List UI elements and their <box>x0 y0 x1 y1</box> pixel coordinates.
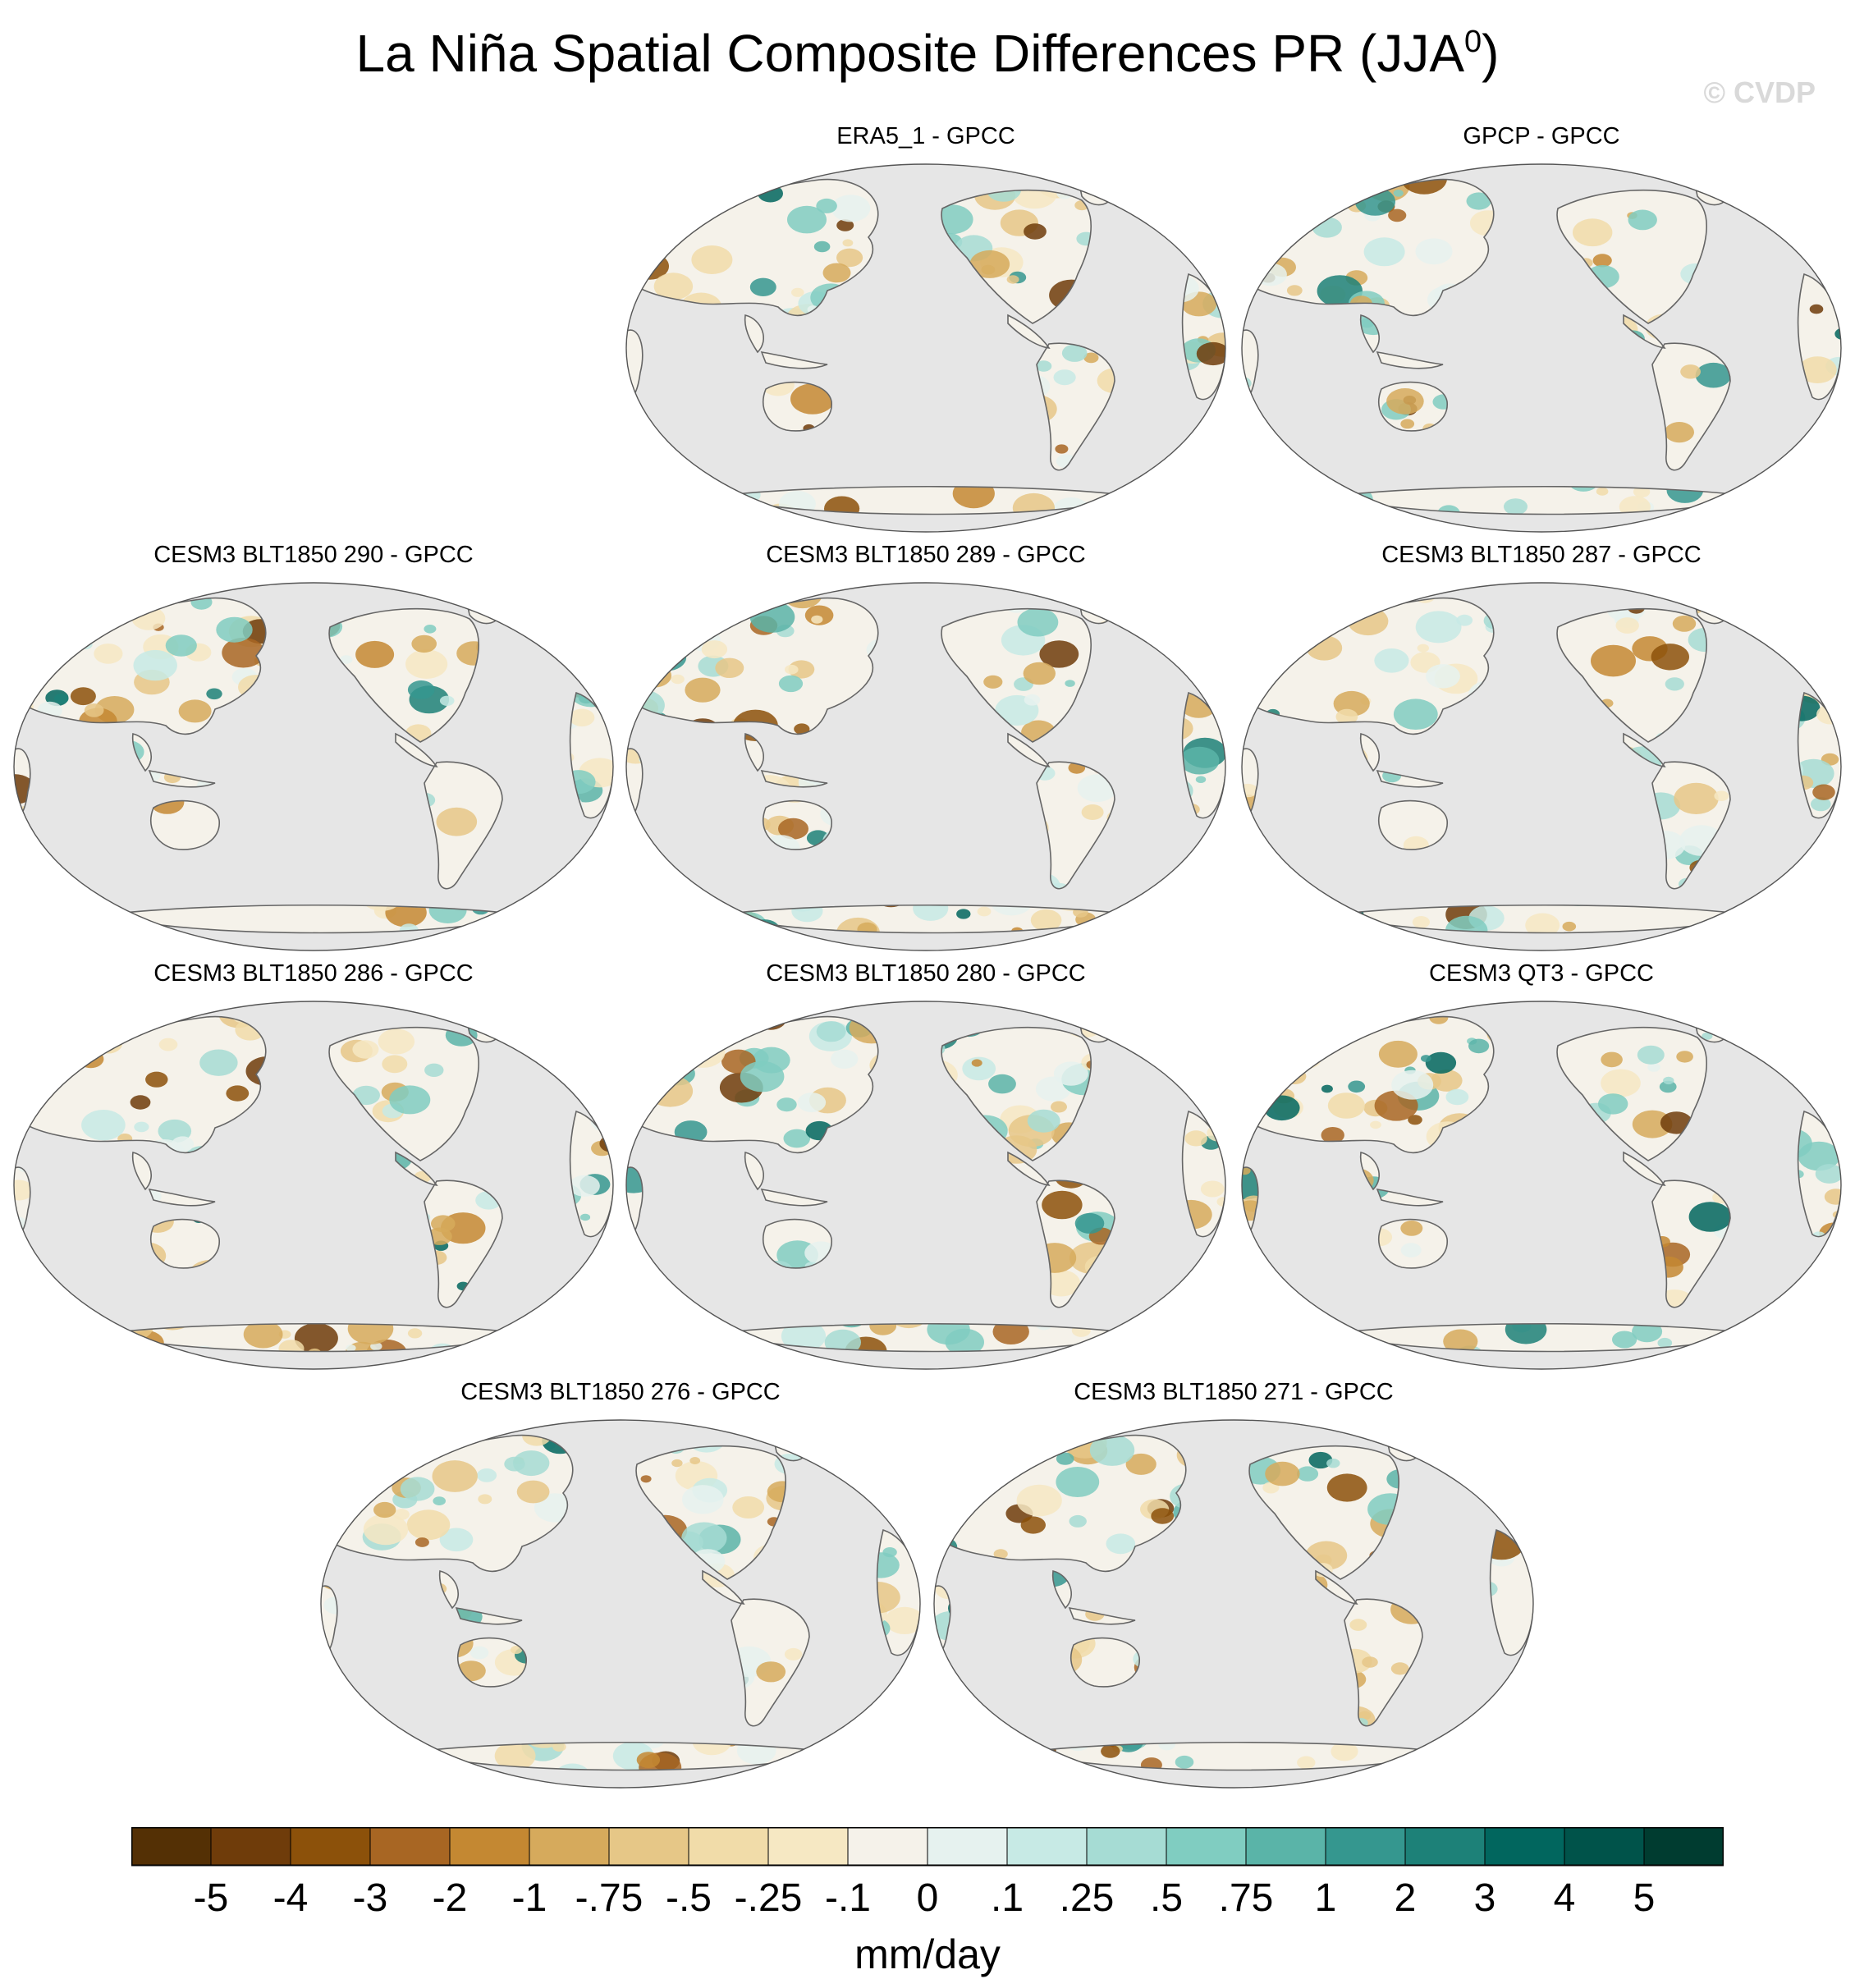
colorbar-tick-label: -.75 <box>575 1876 644 1920</box>
colorbar-tick-label: -.25 <box>735 1876 803 1920</box>
map-panel: CESM3 QT3 - GPCC <box>1238 960 1845 1379</box>
colorbar-tick-label: 1 <box>1315 1876 1337 1920</box>
colorbar-swatch <box>1166 1827 1247 1866</box>
colorbar-tick-label: 2 <box>1395 1876 1417 1920</box>
world-map <box>1241 582 1842 951</box>
world-map <box>1241 1001 1842 1370</box>
map-panel: CESM3 BLT1850 286 - GPCC <box>10 960 617 1379</box>
world-map <box>13 1001 614 1370</box>
colorbar-tick-label: .1 <box>991 1876 1024 1920</box>
panel-title: CESM3 BLT1850 289 - GPCC <box>766 542 1086 568</box>
panel-title: CESM3 QT3 - GPCC <box>1429 960 1654 987</box>
panel-title: GPCP - GPCC <box>1463 123 1620 149</box>
colorbar-swatch <box>1643 1827 1724 1866</box>
colorbar-swatch <box>688 1827 769 1866</box>
colorbar-tick-label: -4 <box>273 1876 309 1920</box>
colorbar-units: mm/day <box>854 1931 1001 1977</box>
panel-title: ERA5_1 - GPCC <box>836 123 1015 149</box>
panel-title: CESM3 BLT1850 287 - GPCC <box>1381 542 1702 568</box>
map-panel: CESM3 BLT1850 276 - GPCC <box>317 1379 924 1798</box>
map-panel: GPCP - GPCC <box>1238 123 1845 542</box>
colorbar-tick-label: 0 <box>917 1876 939 1920</box>
colorbar-swatch <box>1325 1827 1406 1866</box>
world-map <box>13 582 614 951</box>
colorbar-tick-label: -1 <box>512 1876 547 1920</box>
world-map <box>625 1001 1226 1370</box>
colorbar-tick-label: .75 <box>1219 1876 1274 1920</box>
colorbar-swatch <box>369 1827 451 1866</box>
map-panel: CESM3 BLT1850 280 - GPCC <box>622 960 1230 1379</box>
panel-title: CESM3 BLT1850 290 - GPCC <box>153 542 474 568</box>
colorbar-tick-label: 3 <box>1474 1876 1496 1920</box>
colorbar-tick-label: 4 <box>1554 1876 1576 1920</box>
figure-title: La Niña Spatial Composite Differences PR… <box>0 23 1855 84</box>
colorbar-tick-label: 5 <box>1633 1876 1656 1920</box>
colorbar-tick-label: -.1 <box>825 1876 871 1920</box>
colorbar-swatch <box>131 1827 212 1866</box>
colorbar-swatch <box>1245 1827 1326 1866</box>
world-map <box>625 582 1226 951</box>
colorbar: -5 -4 -3 -2 -1 -.75 -.5 -.25 -.1 0 .1 .25 .5 .75 1 2 3 4 5 <box>131 1827 1724 1920</box>
colorbar-swatch <box>1564 1827 1645 1866</box>
map-panel: ERA5_1 - GPCC <box>622 123 1230 542</box>
colorbar-swatch <box>449 1827 530 1866</box>
colorbar-swatch <box>1086 1827 1167 1866</box>
colorbar-tick-label: -3 <box>353 1876 388 1920</box>
world-map <box>625 163 1226 533</box>
map-panel: CESM3 BLT1850 289 - GPCC <box>622 542 1230 960</box>
colorbar-tick-label: -.5 <box>666 1876 712 1920</box>
panel-title: CESM3 BLT1850 271 - GPCC <box>1074 1379 1394 1405</box>
world-map <box>320 1419 921 1789</box>
figure-title-text: La Niña Spatial Composite Differences PR… <box>355 24 1465 83</box>
colorbar-swatch <box>290 1827 371 1866</box>
panel-title: CESM3 BLT1850 286 - GPCC <box>153 960 474 987</box>
colorbar-swatch <box>767 1827 849 1866</box>
colorbar-swatch <box>1484 1827 1565 1866</box>
colorbar-tick-label: .5 <box>1150 1876 1183 1920</box>
colorbar-swatch <box>1006 1827 1088 1866</box>
colorbar-tick-label: -2 <box>433 1876 468 1920</box>
figure-title-superscript: 0 <box>1464 25 1482 59</box>
colorbar-tick-label: -5 <box>194 1876 229 1920</box>
colorbar-swatch <box>210 1827 291 1866</box>
colorbar-swatch <box>927 1827 1008 1866</box>
map-panel: CESM3 BLT1850 271 - GPCC <box>930 1379 1537 1798</box>
cvdp-watermark: © CVDP <box>1703 76 1816 109</box>
map-panel: CESM3 BLT1850 290 - GPCC <box>10 542 617 960</box>
colorbar-swatch <box>847 1827 928 1866</box>
colorbar-swatch <box>1404 1827 1486 1866</box>
coastlines <box>934 1430 1533 1771</box>
world-map <box>933 1419 1534 1789</box>
colorbar-tick-label: .25 <box>1060 1876 1115 1920</box>
panel-title: CESM3 BLT1850 276 - GPCC <box>460 1379 781 1405</box>
world-map <box>1241 163 1842 533</box>
figure-title-close: ) <box>1482 24 1500 83</box>
panel-title: CESM3 BLT1850 280 - GPCC <box>766 960 1086 987</box>
map-panel: CESM3 BLT1850 287 - GPCC <box>1238 542 1845 960</box>
colorbar-swatch <box>529 1827 610 1866</box>
colorbar-swatch <box>608 1827 689 1866</box>
